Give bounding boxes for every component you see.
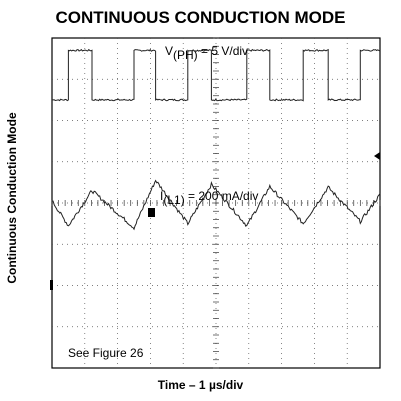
channel-2-marker (50, 280, 53, 290)
trigger-marker (148, 208, 155, 217)
il1-label-rest: = 200 mA/div (185, 189, 259, 203)
vph-label-rest: = 5 V/div (198, 44, 248, 58)
il1-label-main: I (160, 189, 163, 203)
x-axis-label: Time – 1 µs/div (157, 378, 244, 392)
series-line-vph (52, 48, 381, 102)
vph-label-sub: (PH) (173, 48, 198, 62)
traces (51, 48, 381, 231)
grid (51, 37, 381, 369)
il1-label-sub: (L1) (163, 193, 184, 207)
vph-label-main: V (165, 44, 173, 58)
channel-1-marker (374, 152, 380, 160)
annotation-see-figure: See Figure 26 (68, 346, 144, 360)
chart-title: CONTINUOUS CONDUCTION MODE (55, 8, 346, 27)
series-label-vph: V(PH) = 5 V/div (165, 44, 248, 62)
series-label-il1: I(L1) = 200 mA/div (160, 189, 258, 207)
series-line-il1 (51, 179, 381, 231)
